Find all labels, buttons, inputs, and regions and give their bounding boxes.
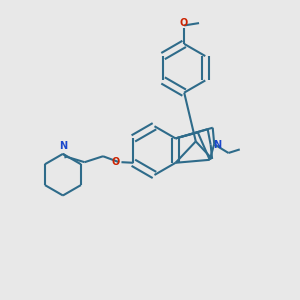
- Text: N: N: [59, 142, 67, 152]
- Text: O: O: [111, 157, 120, 167]
- Text: N: N: [214, 140, 222, 150]
- Text: O: O: [180, 18, 188, 28]
